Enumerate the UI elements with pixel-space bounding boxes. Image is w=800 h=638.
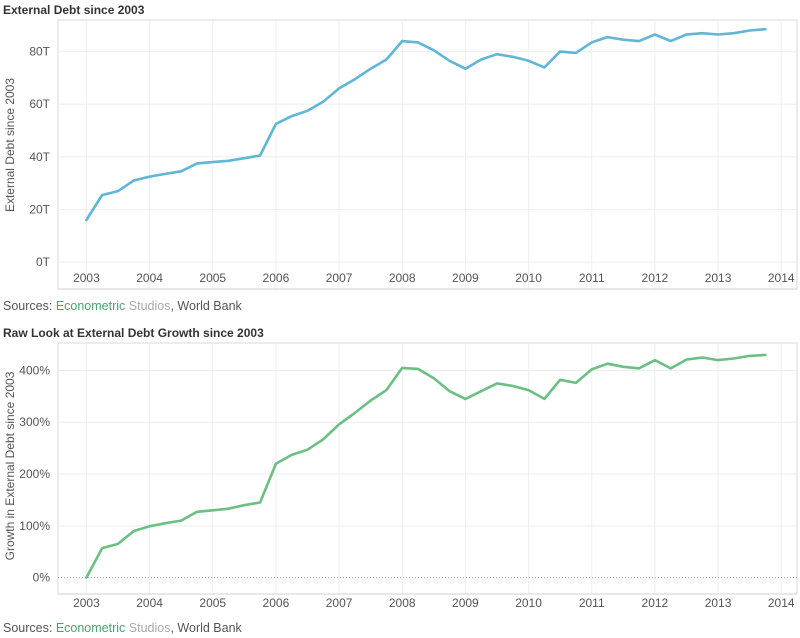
y-tick-label: 200% xyxy=(19,467,50,481)
x-tick-label: 2008 xyxy=(389,596,416,610)
y-tick-label: 80T xyxy=(29,45,50,59)
y-tick-label: 40T xyxy=(29,150,50,164)
y-axis-title: Growth in External Debt since 2003 xyxy=(3,371,17,560)
x-tick-label: 2012 xyxy=(642,271,669,285)
x-tick-label: 2003 xyxy=(73,271,100,285)
chart-2-source: Sources: Econometric Studios, World Bank xyxy=(3,621,242,635)
chart-2-title: Raw Look at External Debt Growth since 2… xyxy=(3,326,264,340)
chart-1-svg: 0T 20T 40T 60T 80T 2003 2004 2005 2006 2007 2008 20… xyxy=(3,19,798,290)
source-suffix: , World Bank xyxy=(170,621,242,635)
source-link-econometric[interactable]: Econometric xyxy=(55,621,126,635)
chart-1-source: Sources: Econometric Studios, World Bank xyxy=(3,299,242,313)
x-tick-label: 2013 xyxy=(705,596,732,610)
x-tick-label: 2010 xyxy=(515,271,542,285)
x-tick-label: 2013 xyxy=(705,271,732,285)
y-tick-label: 20T xyxy=(29,202,50,216)
x-tick-label: 2006 xyxy=(263,596,290,610)
x-tick-label: 2005 xyxy=(199,271,226,285)
series-line xyxy=(85,353,767,579)
x-tick-label: 2007 xyxy=(326,596,353,610)
x-tick-label: 2005 xyxy=(199,596,226,610)
y-tick-label: 100% xyxy=(19,519,50,533)
x-tick-label: 2011 xyxy=(579,596,605,610)
chart-2-svg: 0% 100% 200% 300% 400% 2003 2004 2005 2006 2007 20… xyxy=(3,342,798,610)
source-studios: Studios xyxy=(125,299,171,313)
y-tick-label: 0T xyxy=(36,255,51,269)
x-tick-label: 2011 xyxy=(579,271,605,285)
series-line xyxy=(85,27,767,222)
x-tick-label: 2014 xyxy=(768,596,795,610)
chart-1-title: External Debt since 2003 xyxy=(3,3,145,17)
x-tick-label: 2007 xyxy=(326,271,353,285)
x-tick-label: 2009 xyxy=(452,596,479,610)
plot-area xyxy=(57,19,798,290)
source-suffix: , World Bank xyxy=(170,299,242,313)
x-tick-label: 2010 xyxy=(515,596,542,610)
source-prefix: Sources: xyxy=(3,621,56,635)
y-axis-title: External Debt since 2003 xyxy=(3,78,17,212)
y-tick-label: 0% xyxy=(33,571,51,585)
plot-area xyxy=(57,342,798,595)
y-tick-label: 60T xyxy=(29,97,50,111)
y-tick-label: 300% xyxy=(19,415,50,429)
x-tick-label: 2004 xyxy=(136,596,163,610)
x-tick-label: 2006 xyxy=(263,271,290,285)
x-tick-label: 2003 xyxy=(73,596,100,610)
x-tick-label: 2004 xyxy=(136,271,163,285)
y-tick-label: 400% xyxy=(19,363,50,377)
x-tick-label: 2012 xyxy=(642,596,669,610)
x-tick-label: 2008 xyxy=(389,271,416,285)
source-prefix: Sources: xyxy=(3,299,56,313)
x-tick-label: 2014 xyxy=(768,271,795,285)
source-studios: Studios xyxy=(125,621,171,635)
x-tick-label: 2009 xyxy=(452,271,479,285)
source-link-econometric[interactable]: Econometric xyxy=(55,299,126,313)
